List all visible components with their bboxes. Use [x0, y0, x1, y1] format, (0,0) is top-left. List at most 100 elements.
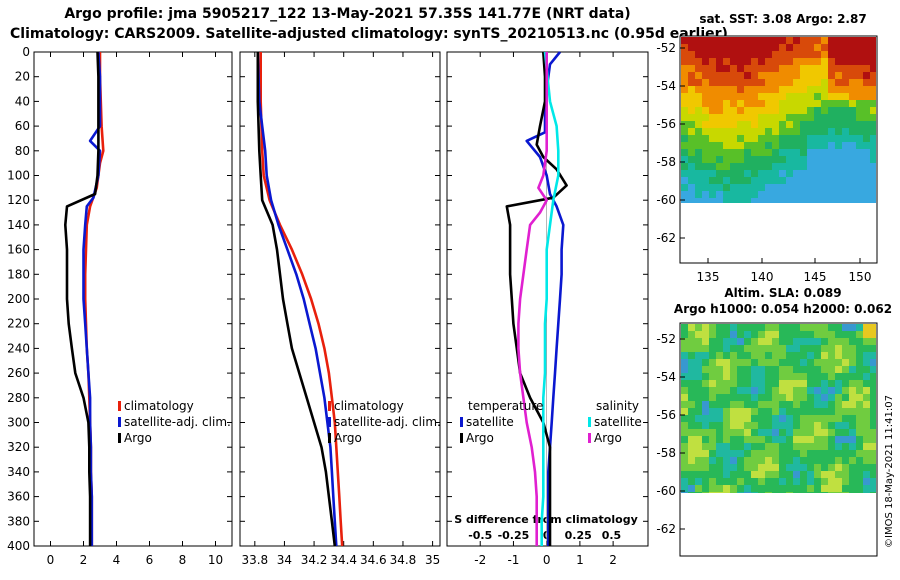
sla-map-cell	[807, 408, 814, 415]
y-tick-label: 340	[7, 465, 30, 479]
sst-y-tick-label: -60	[656, 193, 676, 207]
sla-map-cell	[681, 464, 688, 471]
sst-map-cell	[709, 177, 716, 184]
x-tick-label-temperature: -2	[474, 553, 486, 567]
sla-map-cell	[751, 471, 758, 478]
sst-map-cell	[821, 86, 828, 93]
sst-map-cell	[807, 72, 814, 79]
sst-map-cell	[863, 65, 870, 72]
legend-temp-satellite-adj-label: satellite-adj. clim.	[124, 415, 231, 429]
sla-map-cell	[793, 359, 800, 366]
sla-map-cell	[758, 415, 765, 422]
sst-map-cell	[681, 177, 688, 184]
sla-map-cell	[765, 450, 772, 457]
sla-map-cell	[835, 345, 842, 352]
sla-map-cell	[863, 408, 870, 415]
sst-map-cell	[688, 107, 695, 114]
sst-map-cell	[863, 44, 870, 51]
sla-map-cell	[842, 471, 849, 478]
sst-map-cell	[786, 58, 793, 65]
sst-map-cell	[863, 86, 870, 93]
sla-map-cell	[751, 352, 758, 359]
sst-map-cell	[828, 128, 835, 135]
sla-map-cell	[695, 352, 702, 359]
sst-map-cell	[807, 58, 814, 65]
sla-map-cell	[716, 394, 723, 401]
sla-map-cell	[751, 464, 758, 471]
sst-map-cell	[730, 79, 737, 86]
sla-map-cell	[807, 338, 814, 345]
sla-map-cell	[856, 359, 863, 366]
sst-map-cell	[821, 93, 828, 100]
sla-map-cell	[793, 443, 800, 450]
sst-map-cell	[814, 177, 821, 184]
sla-map-cell	[786, 380, 793, 387]
sla-map-cell	[842, 436, 849, 443]
sst-map-cell	[793, 114, 800, 121]
sla-map-cell	[709, 394, 716, 401]
sst-map-cell	[723, 100, 730, 107]
sla-map-cell	[772, 401, 779, 408]
sst-map-cell	[723, 142, 730, 149]
sla-map-cell	[730, 331, 737, 338]
sla-map-cell	[758, 366, 765, 373]
sla-map-cell	[821, 401, 828, 408]
sla-map-cell	[730, 415, 737, 422]
sst-map-cell	[695, 86, 702, 93]
sla-map-cell	[835, 352, 842, 359]
sst-map-cell	[709, 58, 716, 65]
sst-map-title: sat. SST: 3.08 Argo: 2.87	[699, 12, 867, 26]
sst-map-cell	[814, 135, 821, 142]
sla-map-cell	[709, 338, 716, 345]
sla-map-cell	[807, 331, 814, 338]
sla-map-cell	[688, 471, 695, 478]
sst-map-cell	[779, 93, 786, 100]
sst-map-cell	[870, 65, 876, 72]
sst-map-cell	[870, 191, 876, 198]
sla-map-cell	[856, 345, 863, 352]
sst-map-cell	[779, 149, 786, 156]
y-tick-label: 320	[7, 440, 30, 454]
sst-map-cell	[737, 93, 744, 100]
sla-map-cell	[695, 359, 702, 366]
y-tick-label: 240	[7, 341, 30, 355]
sst-map-cell	[688, 184, 695, 191]
sla-map-cell	[709, 492, 716, 493]
sst-map-cell	[800, 107, 807, 114]
sst-map-cell	[723, 107, 730, 114]
sla-map-cell	[800, 359, 807, 366]
sla-map-cell	[744, 450, 751, 457]
sst-map-cell	[835, 191, 842, 198]
sst-map-cell	[751, 170, 758, 177]
legend-temp-satellite-adj-swatch	[118, 417, 121, 427]
sla-map-cell	[814, 331, 821, 338]
sla-map-cell	[709, 422, 716, 429]
sla-map-cell	[849, 471, 856, 478]
sst-map-cell	[758, 114, 765, 121]
sla-map-cell	[828, 352, 835, 359]
sla-map-cell	[814, 415, 821, 422]
sla-map-cell	[744, 408, 751, 415]
sst-map-cell	[870, 114, 876, 121]
sst-map-cell	[688, 100, 695, 107]
sla-map-cell	[793, 394, 800, 401]
sst-map-cell	[716, 44, 723, 51]
sst-map-cell	[786, 184, 793, 191]
sla-map-cell	[842, 492, 849, 493]
sst-map-cell	[842, 198, 849, 203]
sst-map-cell	[723, 114, 730, 121]
sst-map-cell	[856, 58, 863, 65]
sst-map-cell	[723, 86, 730, 93]
sst-map-cell	[870, 121, 876, 128]
sla-map-cell	[681, 471, 688, 478]
sst-map-cell	[723, 72, 730, 79]
sla-map-cell	[821, 359, 828, 366]
sla-map-cell	[856, 485, 863, 492]
sla-map-cell	[821, 408, 828, 415]
sst-map-cell	[765, 51, 772, 58]
sst-map-cell	[744, 58, 751, 65]
sst-map-cell	[751, 149, 758, 156]
sst-map-cell	[709, 79, 716, 86]
sla-map-cell	[702, 387, 709, 394]
sst-map-cell	[870, 198, 876, 203]
